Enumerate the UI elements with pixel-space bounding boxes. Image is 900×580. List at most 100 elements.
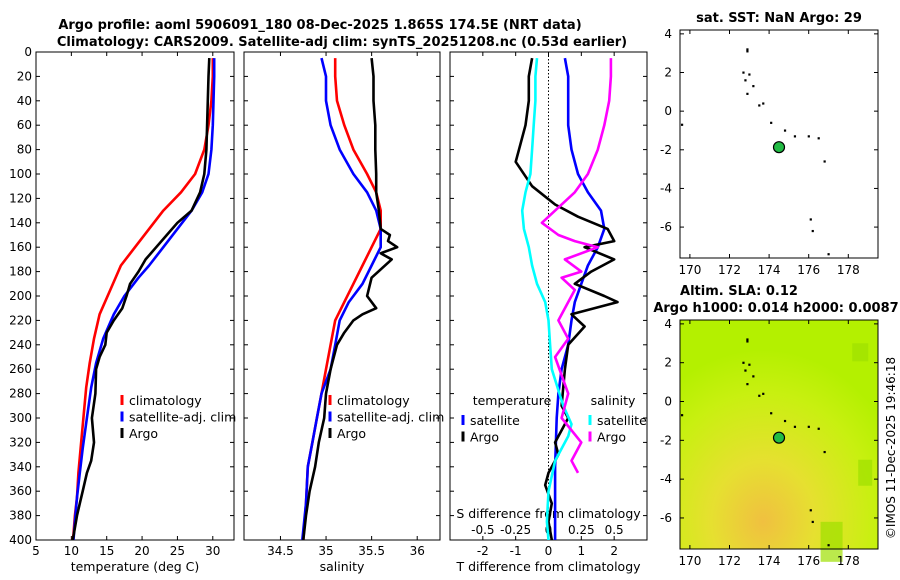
x-axis-label: salinity	[320, 559, 365, 574]
x-tick-label: 2	[610, 544, 618, 558]
sla-map-title-line1: Altim. SLA: 0.12	[680, 284, 798, 299]
sla-map: 170 172 174 176 178 4 2 0 -2 -4 -6	[660, 317, 879, 568]
island	[746, 50, 749, 53]
x-tick-label: 25	[170, 544, 185, 558]
island	[742, 71, 745, 74]
island	[742, 361, 745, 364]
sla-map-title-line2: Argo h1000: 0.014 h2000: 0.0087	[653, 301, 898, 316]
y-tick-label: 360	[9, 484, 32, 498]
x-tick-label: 0	[545, 544, 553, 558]
x-tick-label: 176	[797, 554, 820, 568]
x2-tick-label: -0.5	[471, 523, 494, 537]
x-tick-label: 35.5	[358, 544, 385, 558]
island	[817, 427, 820, 430]
island	[746, 48, 749, 51]
island	[793, 135, 797, 138]
island	[783, 129, 787, 132]
legend-label: climatology	[129, 393, 202, 408]
x-tick-label: 10	[64, 544, 79, 558]
island	[783, 419, 787, 423]
y-tick-label: 120	[9, 191, 32, 205]
y-tick-label: -2	[660, 433, 672, 447]
island	[762, 102, 765, 105]
island	[744, 369, 747, 372]
y-tick-label: 4	[664, 317, 672, 331]
y-tick-label: 40	[17, 94, 32, 108]
island	[823, 160, 826, 163]
x-tick-label: 30	[205, 544, 220, 558]
series-line-satellite-adj-clim	[72, 58, 216, 540]
y-tick-label: 320	[9, 435, 32, 449]
island	[809, 509, 812, 512]
island	[770, 412, 773, 415]
island	[746, 338, 749, 341]
y-tick-label: -2	[660, 143, 672, 157]
y-tick-label: 0	[664, 104, 672, 118]
legend-label: satellite-adj. clim	[337, 410, 444, 425]
y-tick-label: 80	[17, 143, 32, 157]
legend-label: Argo	[129, 426, 158, 441]
y-tick-label: 4	[664, 27, 672, 41]
x2-tick-label: 0.25	[568, 523, 595, 537]
y-tick-label: 340	[9, 460, 32, 474]
salinity-panel: 34.5 35 35.5 36 salinity climatology satellite…	[243, 51, 444, 574]
y-tick-label: 380	[9, 509, 32, 523]
island	[758, 394, 761, 397]
main-title-line2: Climatology: CARS2009. Satellite-adj cli…	[57, 35, 627, 50]
series-line-s-argo	[540, 58, 613, 474]
x-tick-label: 170	[678, 263, 701, 277]
series-line-s-satellite	[520, 57, 573, 540]
island	[748, 363, 751, 366]
series-line-t-satellite	[553, 57, 606, 540]
y-tick-label: 240	[9, 338, 32, 352]
island	[744, 79, 747, 82]
x-tick-label: 174	[758, 263, 781, 277]
series-line-argo	[71, 58, 211, 540]
y-tick-label: 200	[9, 289, 32, 303]
x-axis-label: temperature (deg C)	[71, 559, 200, 574]
island	[746, 383, 749, 386]
island	[680, 414, 684, 417]
x-tick-label: -1	[510, 544, 522, 558]
x-axis-label: T difference from climatology	[455, 559, 641, 574]
y-tick-label: 2	[664, 356, 672, 370]
x-tick-label: 172	[718, 554, 741, 568]
x-tick-label: 170	[678, 554, 701, 568]
x-tick-label: 34.5	[267, 544, 294, 558]
x-tick-label: 172	[718, 263, 741, 277]
imos-watermark: ©IMOS 11-Dec-2025 19:46:18	[884, 357, 898, 539]
map-frame	[679, 319, 879, 550]
x2-tick-label: -0.25	[500, 523, 531, 537]
island	[817, 137, 820, 140]
legend-label: Argo	[597, 430, 626, 445]
legend-label: climatology	[337, 393, 410, 408]
sst-map: 170 172 174 176 178 4 2 0 -2 -4 -6	[660, 27, 879, 277]
y-tick-label: 260	[9, 362, 32, 376]
legend-label: satellite-adj. clim	[129, 410, 236, 425]
y-tick-label: 2	[664, 66, 672, 80]
x-tick-label: 174	[758, 554, 781, 568]
island	[807, 425, 810, 428]
x-tick-label: 178	[837, 263, 860, 277]
argo-position-marker	[772, 431, 786, 444]
island	[746, 92, 749, 95]
legend-label: satellite	[597, 413, 647, 428]
y-tick-label: 60	[17, 118, 32, 132]
y-tick-label: -4	[660, 181, 672, 195]
y-tick-label: 300	[9, 411, 32, 425]
series-line-satellite-adj-clim	[301, 57, 383, 540]
sst-map-title: sat. SST: NaN Argo: 29	[696, 11, 862, 26]
x-tick-label: -2	[477, 544, 489, 558]
y-tick-label: -6	[660, 220, 672, 234]
island	[752, 375, 755, 378]
y-tick-label: -6	[660, 511, 672, 525]
x-tick-label: 178	[837, 554, 860, 568]
x-tick-label: 176	[797, 263, 820, 277]
x-tick-label: 20	[134, 544, 149, 558]
argo-position-marker	[772, 141, 786, 154]
y-tick-label: 100	[9, 167, 32, 181]
sla-patch	[858, 459, 873, 486]
main-title-line1: Argo profile: aoml 5906091_180 08-Dec-20…	[58, 18, 581, 33]
